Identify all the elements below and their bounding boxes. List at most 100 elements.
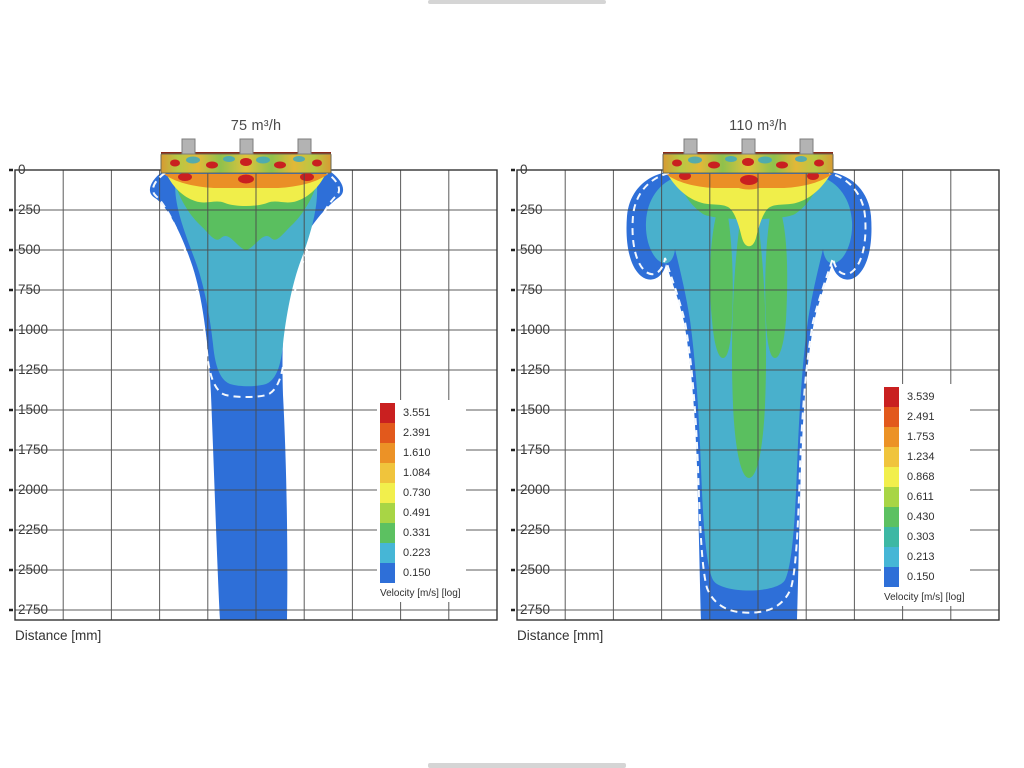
legend-value: 0.611 — [907, 491, 934, 503]
contour-plot-75 — [9, 138, 498, 621]
diffuser — [160, 138, 332, 174]
legend-color-swatch — [380, 443, 395, 463]
legend-color-swatch — [380, 523, 395, 543]
scan-artifact-top — [428, 0, 606, 4]
legend-item: 0.150 — [884, 567, 965, 587]
legend-title: Velocity [m/s] [log] — [884, 592, 965, 603]
diffuser-hotspot — [312, 159, 322, 167]
y-axis-tick-marks — [511, 168, 515, 612]
contour-spot-red — [300, 173, 314, 181]
legend-color-swatch — [380, 483, 395, 503]
diffuser-bolt — [799, 138, 814, 155]
legend-color-swatch — [884, 467, 899, 487]
legend-item: 1.234 — [884, 447, 965, 467]
legend-color-swatch — [884, 387, 899, 407]
legend-color-swatch — [380, 423, 395, 443]
legend-color-swatch — [380, 463, 395, 483]
legend-item: 0.611 — [884, 487, 965, 507]
legend-item: 1.753 — [884, 427, 965, 447]
diffuser-bolt — [741, 138, 756, 155]
legend-item: 1.610 — [380, 443, 461, 463]
legend-color-swatch — [884, 487, 899, 507]
legend-color-swatch — [884, 547, 899, 567]
legend-item: 3.551 — [380, 403, 461, 423]
scan-artifact-bottom — [428, 763, 626, 768]
diffuser-bolt — [239, 138, 254, 155]
diffuser-blob — [293, 156, 305, 162]
legend-color-swatch — [884, 407, 899, 427]
y-axis-tick-marks — [9, 168, 13, 612]
contour-spot-red — [740, 175, 758, 185]
diffuser-blob — [688, 156, 702, 164]
diffuser-blob — [725, 156, 737, 162]
legend-value: 0.331 — [403, 527, 431, 539]
jet-boundary-dashed — [152, 172, 340, 398]
legend-color-swatch — [884, 527, 899, 547]
legend-color-swatch — [884, 447, 899, 467]
contour-band-yellow — [668, 175, 830, 247]
contour-spot-red — [807, 172, 819, 180]
diffuser-hotspot — [274, 161, 286, 169]
legend-item: 0.303 — [884, 527, 965, 547]
diffuser-blob — [795, 156, 807, 162]
diffuser-blob — [256, 156, 270, 164]
legend-value: 0.730 — [403, 487, 431, 499]
contour-spot-red — [178, 173, 192, 181]
diffuser-hotspot — [814, 159, 824, 167]
legend-item: 3.539 — [884, 387, 965, 407]
legend-color-swatch — [380, 503, 395, 523]
legend-value: 1.084 — [403, 467, 431, 479]
diffuser-hotspot — [776, 161, 788, 169]
contour-streak-green — [765, 216, 788, 358]
legend-value: 0.213 — [907, 551, 935, 563]
legend-rows: 3.551 2.391 1.610 1.084 0.730 0.491 0.331 0.223… — [380, 403, 461, 583]
legend-value: 1.610 — [403, 447, 431, 459]
legend-item: 0.868 — [884, 467, 965, 487]
panel-title: 110 m³/h — [729, 118, 787, 134]
legend-value: 0.223 — [403, 547, 431, 559]
legend-rows: 3.539 2.491 1.753 1.234 0.868 0.611 0.430 0.303… — [884, 387, 965, 587]
diffuser — [662, 138, 834, 174]
legend-item: 0.223 — [380, 543, 461, 563]
legend-item: 2.391 — [380, 423, 461, 443]
legend-item: 0.150 — [380, 563, 461, 583]
legend-value: 0.150 — [403, 567, 431, 579]
panel-110m3h: 110 m³/h — [511, 0, 1000, 768]
legend-color-swatch — [380, 563, 395, 583]
legend-value: 3.539 — [907, 391, 935, 403]
legend-value: 0.868 — [907, 471, 935, 483]
legend-title: Velocity [m/s] [log] — [380, 588, 461, 599]
legend-item: 2.491 — [884, 407, 965, 427]
legend-item: 0.213 — [884, 547, 965, 567]
legend-color-swatch — [380, 403, 395, 423]
diffuser-hotspot — [708, 161, 720, 169]
legend-value: 2.391 — [403, 427, 431, 439]
legend-value: 0.430 — [907, 511, 935, 523]
legend-item: 1.084 — [380, 463, 461, 483]
diffuser-hotspot — [240, 158, 252, 166]
legend-item: 0.430 — [884, 507, 965, 527]
x-axis-label: Distance [mm] — [15, 628, 102, 643]
legend-color-swatch — [884, 507, 899, 527]
contour-streak-green — [709, 216, 733, 358]
legend-value: 0.150 — [907, 571, 935, 583]
legend-color-swatch — [380, 543, 395, 563]
contour-plot-110 — [511, 138, 1000, 621]
legend-value: 1.753 — [907, 431, 935, 443]
panel-title: 75 m³/h — [230, 118, 282, 134]
diffuser-hotspot — [170, 159, 180, 167]
legend-value: 0.491 — [403, 507, 431, 519]
legend-value: 1.234 — [907, 451, 935, 463]
x-axis-label: Distance [mm] — [517, 628, 604, 643]
diffuser-blob — [758, 156, 772, 164]
colorbar-legend: 3.539 2.491 1.753 1.234 0.868 0.611 0.430 0.303… — [881, 384, 970, 606]
contour-streak-green — [731, 222, 767, 478]
diffuser-blob — [223, 156, 235, 162]
jet-boundary-dashed — [631, 172, 867, 614]
legend-color-swatch — [884, 567, 899, 587]
legend-color-swatch — [884, 427, 899, 447]
grid — [511, 168, 1000, 621]
legend-item: 0.331 — [380, 523, 461, 543]
diffuser-blob — [186, 156, 200, 164]
